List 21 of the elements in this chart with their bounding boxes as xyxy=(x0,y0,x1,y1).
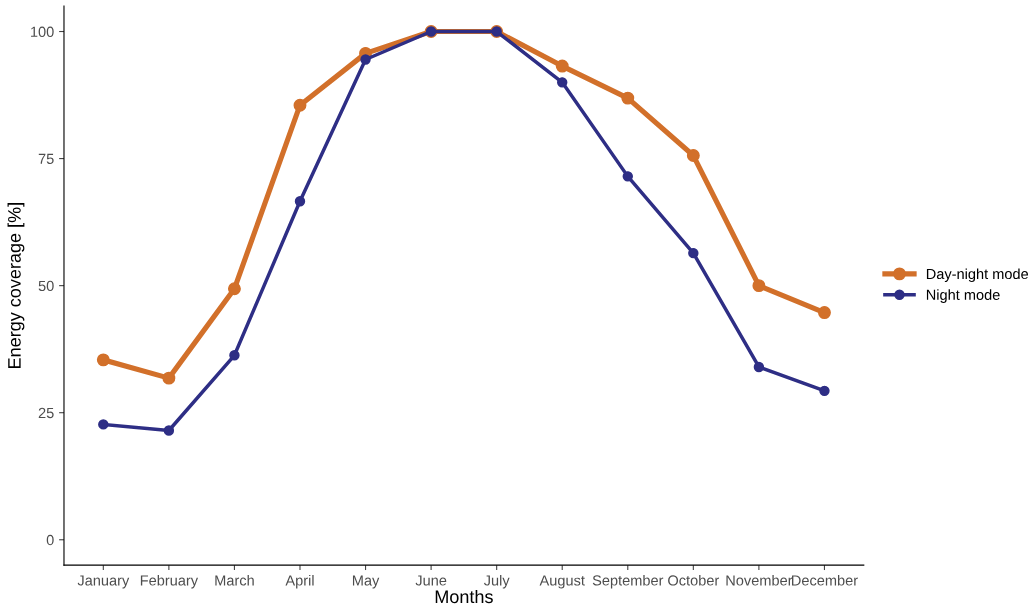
y-tick-label: 50 xyxy=(38,280,54,292)
legend-label: Day-night mode xyxy=(926,268,1029,282)
x-axis-title: Months xyxy=(435,589,493,604)
x-tick-label: September xyxy=(592,574,664,589)
x-tick-label: January xyxy=(77,575,130,589)
legend-label: Night mode xyxy=(926,289,1000,303)
y-tick-label: 75 xyxy=(38,153,54,165)
y-axis-title: Energy coverage [%] xyxy=(7,203,25,368)
x-tick-label: October xyxy=(668,574,720,586)
x-tick-label: March xyxy=(215,574,254,586)
y-tick-label: 0 xyxy=(46,534,54,546)
x-tick-label: February xyxy=(140,574,199,589)
x-tick-label: July xyxy=(483,574,510,589)
x-tick-label: December xyxy=(792,574,858,586)
x-tick-label: June xyxy=(415,575,447,586)
x-tick-label: November xyxy=(726,574,793,586)
x-tick-label: April xyxy=(285,574,314,589)
y-tick-label: 25 xyxy=(38,407,54,419)
x-tick-label: May xyxy=(352,575,380,589)
y-tick-label: 100 xyxy=(31,26,54,37)
x-tick-label: August xyxy=(539,575,585,589)
